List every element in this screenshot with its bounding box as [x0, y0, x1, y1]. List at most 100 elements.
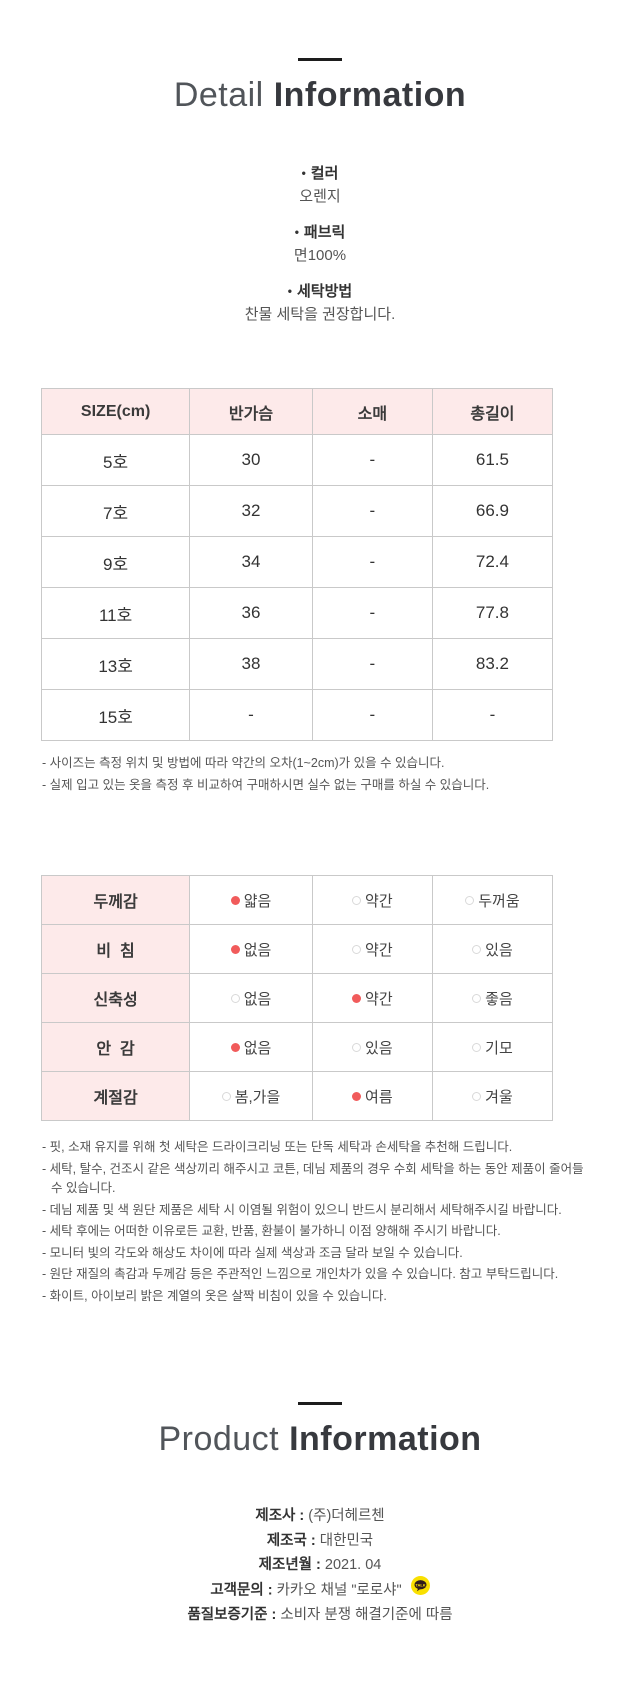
spec-label-text: 컬러 — [310, 165, 339, 182]
field-label: 제조년월 : — [258, 1557, 321, 1573]
note-line: - 실제 입고 있는 옷을 측정 후 비교하여 구매하시면 실수 없는 구매를 … — [42, 777, 490, 792]
kakaotalk-icon: TALK — [410, 1575, 430, 1604]
svg-text:TALK: TALK — [415, 1582, 425, 1587]
field-value: 카카오 채널 "로로샤" — [276, 1582, 402, 1599]
size-cell: 30 — [189, 434, 313, 486]
option-text: 기모 — [485, 1039, 513, 1057]
size-table-row: 11호 36 - 77.8 — [40, 587, 554, 639]
note-line: - 데님 제품 및 색 원단 제품은 세탁 시 이염될 위험이 있으니 반드시 … — [42, 1202, 562, 1217]
size-table-header-row: SIZE(cm) 반가슴 소매 총길이 — [40, 388, 554, 435]
radio-dot-icon — [230, 944, 240, 954]
size-table-header-cell: 소매 — [311, 388, 433, 435]
detail-information-section: Detail Information • 컬러 오렌지 • 패브릭 면100% • 세… — [0, 58, 640, 1306]
option-text: 여름 — [365, 1088, 393, 1106]
attribute-row-sheerness: 비 침 없음 약간 있음 — [40, 924, 554, 974]
note-line: - 화이트, 아이보리 밝은 계열의 옷은 살짝 비침이 있을 수 있습니다. — [42, 1288, 387, 1303]
spec-item-fabric: • 패브릭 면100% — [0, 221, 640, 267]
size-cell: - — [189, 689, 313, 741]
size-table-row: 13호 38 - 83.2 — [40, 638, 554, 690]
size-cell: - — [311, 434, 433, 486]
attribute-option: 있음 — [311, 1022, 433, 1072]
attribute-option: 없음 — [189, 1022, 313, 1072]
size-cell: - — [431, 689, 554, 741]
size-cell: 7호 — [40, 485, 191, 537]
option-text: 좋음 — [485, 990, 513, 1008]
spec-list: • 컬러 오렌지 • 패브릭 면100% • 세탁방법 찬물 세탁을 권장합니다. — [0, 162, 640, 326]
product-section-title: Product Information — [0, 1419, 640, 1460]
field-label: 제조국 : — [266, 1532, 316, 1549]
field-value: (주)더헤르첸 — [308, 1508, 385, 1524]
spec-item-washing: • 세탁방법 찬물 세탁을 권장합니다. — [0, 280, 640, 326]
option-text: 없음 — [243, 941, 272, 959]
size-cell: 9호 — [40, 536, 191, 588]
detail-information-heading: Detail Information — [0, 58, 640, 116]
size-cell: - — [311, 689, 433, 741]
size-cell: - — [311, 536, 433, 588]
bullet-icon: • — [294, 225, 299, 239]
size-cell: 13호 — [40, 638, 191, 690]
spec-label: • 패브릭 — [0, 221, 640, 245]
heading-divider — [298, 58, 342, 61]
radio-dot-icon — [352, 895, 362, 905]
product-information-heading: Product Information — [0, 1402, 640, 1460]
field-warranty: 품질보증기준 : 소비자 분쟁 해결기준에 따름 — [0, 1603, 640, 1628]
attribute-row-season: 계절감 봄,가을 여름 겨울 — [40, 1071, 554, 1121]
field-label: 품질보증기준 : — [187, 1607, 277, 1623]
option-text: 약간 — [365, 892, 393, 910]
option-text: 얇음 — [243, 892, 272, 910]
radio-dot-icon — [221, 1091, 231, 1101]
size-cell: 11호 — [40, 587, 191, 639]
radio-dot-icon — [230, 895, 240, 905]
field-value: 대한민국 — [319, 1532, 374, 1549]
spec-value: 면100% — [293, 247, 347, 264]
title-bold-part: Information — [289, 1420, 482, 1458]
spec-label-text: 세탁방법 — [297, 283, 353, 300]
attribute-label: 안 감 — [40, 1022, 191, 1072]
option-text: 약간 — [365, 941, 393, 959]
spec-label-text: 패브릭 — [303, 224, 346, 241]
spec-value: 오렌지 — [299, 188, 341, 205]
note-line: - 모니터 빛의 각도와 해상도 차이에 따라 실제 색상과 조금 달라 보일 … — [42, 1245, 463, 1260]
attribute-label: 신축성 — [40, 973, 191, 1023]
attribute-option: 두꺼움 — [431, 875, 554, 925]
attribute-row-thickness: 두께감 얇음 약간 두꺼움 — [40, 875, 554, 925]
size-notes: - 사이즈는 측정 위치 및 방법에 따라 약간의 오차(1~2cm)가 있을 … — [42, 754, 640, 795]
attribute-option: 겨울 — [431, 1071, 554, 1121]
attribute-label: 두께감 — [40, 875, 191, 925]
field-value: 소비자 분쟁 해결기준에 따름 — [280, 1607, 453, 1623]
option-text: 있음 — [365, 1039, 393, 1057]
size-table-row: 5호 30 - 61.5 — [40, 434, 554, 486]
attribute-option: 좋음 — [431, 973, 554, 1023]
attribute-option: 없음 — [189, 924, 313, 974]
bullet-icon: • — [287, 284, 292, 298]
attribute-option: 기모 — [431, 1022, 554, 1072]
size-cell: 61.5 — [431, 434, 554, 486]
option-text: 겨울 — [485, 1088, 513, 1106]
field-country: 제조국 : 대한민국 — [0, 1529, 640, 1554]
radio-dot-icon — [352, 1091, 362, 1101]
attribute-option: 여름 — [311, 1071, 433, 1121]
attribute-option: 약간 — [311, 973, 433, 1023]
field-manufacture-date: 제조년월 : 2021. 04 — [0, 1553, 640, 1578]
attribute-option: 약간 — [311, 875, 433, 925]
size-cell: 83.2 — [431, 638, 554, 690]
option-text: 두꺼움 — [478, 892, 520, 910]
size-cell: 34 — [189, 536, 313, 588]
spec-item-color: • 컬러 오렌지 — [0, 162, 640, 208]
note-line: - 세탁, 탈수, 건조시 같은 색상끼리 해주시고 코튼, 데님 제품의 경우… — [42, 1161, 584, 1196]
care-notes: - 핏, 소재 유지를 위해 첫 세탁은 드라이크리닝 또는 단독 세탁과 손세… — [42, 1138, 640, 1306]
note-line: - 핏, 소재 유지를 위해 첫 세탁은 드라이크리닝 또는 단독 세탁과 손세… — [42, 1140, 513, 1154]
size-table: SIZE(cm) 반가슴 소매 총길이 5호 30 - 61.5 7호 32 - — [40, 388, 554, 741]
size-cell: 15호 — [40, 689, 191, 741]
option-text: 없음 — [243, 1039, 272, 1057]
bullet-icon: • — [301, 166, 306, 180]
field-customer-service: 고객문의 : 카카오 채널 "로로샤" TALK — [0, 1575, 640, 1604]
radio-dot-icon — [472, 1091, 482, 1101]
field-label: 제조사 : — [255, 1508, 305, 1524]
radio-dot-icon — [472, 944, 482, 954]
radio-dot-icon — [465, 895, 475, 905]
spec-label: • 세탁방법 — [0, 280, 640, 304]
attribute-option: 얇음 — [189, 875, 313, 925]
size-table-row: 9호 34 - 72.4 — [40, 536, 554, 588]
